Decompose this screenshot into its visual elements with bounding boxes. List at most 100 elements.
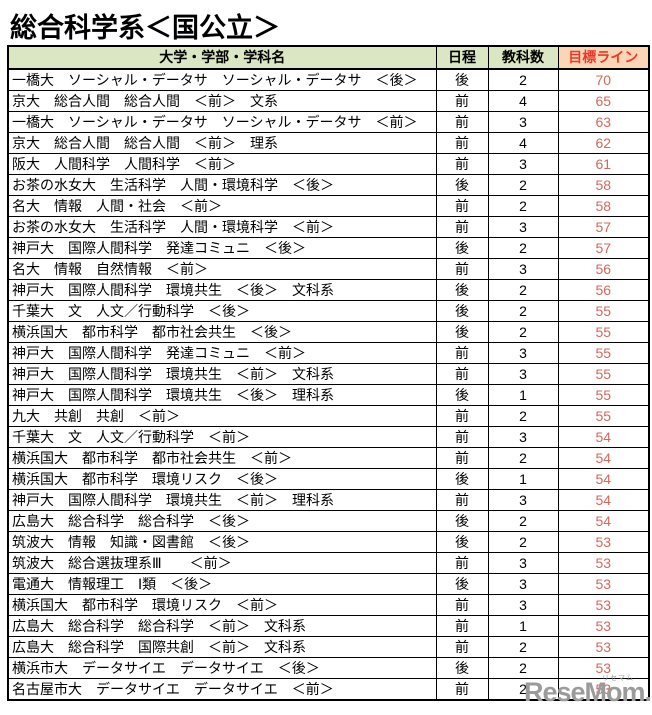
table-row: 京大 総合人間 総合人間 ＜前＞ 文系前 4 65 bbox=[7, 90, 650, 112]
row-subjects-cell: 4 bbox=[487, 132, 559, 154]
row-target-cell: 56 bbox=[557, 279, 650, 301]
row-university-cell: 神戸大 国際人間科学 環境共生 ＜後＞ 文科系 bbox=[7, 279, 437, 301]
row-subjects-cell: 3 bbox=[487, 363, 559, 385]
row-university-cell: 横浜市大 データサイエ データサイエ ＜後＞ bbox=[7, 657, 437, 679]
row-schedule-cell: 前 bbox=[435, 342, 489, 364]
table-row: 横浜国大 都市科学 都市社会共生 ＜前＞前 2 54 bbox=[7, 447, 650, 469]
resemom-logo: リセマム ReseMom. bbox=[524, 674, 652, 710]
row-university-cell: 一橋大 ソーシャル・データサ ソーシャル・データサ ＜後＞ bbox=[7, 68, 437, 91]
table-row: 千葉大 文 人文／行動科学 ＜前＞前 3 54 bbox=[7, 426, 650, 448]
row-schedule-cell: 前 bbox=[435, 552, 489, 574]
table-row: 神戸大 国際人間科学 環境共生 ＜後＞ 文科系後 2 56 bbox=[7, 279, 650, 301]
table-row: お茶の水女大 生活科学 人間・環境科学 ＜後＞後 2 58 bbox=[7, 174, 650, 196]
row-target-cell: 53 bbox=[557, 636, 650, 658]
row-subjects-cell: 3 bbox=[487, 342, 559, 364]
row-schedule-cell: 前 bbox=[435, 405, 489, 427]
column-header-target-line: 目標ライン bbox=[557, 45, 650, 70]
row-university-cell: 神戸大 国際人間科学 発達コミュニ ＜後＞ bbox=[7, 237, 437, 259]
row-subjects-cell: 3 bbox=[487, 216, 559, 238]
row-subjects-cell: 3 bbox=[487, 258, 559, 280]
row-target-cell: 53 bbox=[557, 573, 650, 595]
table-row: 横浜国大 都市科学 都市社会共生 ＜後＞後 2 55 bbox=[7, 321, 650, 343]
row-schedule-cell: 後 bbox=[435, 384, 489, 406]
row-university-cell: 阪大 人間科学 人間科学 ＜前＞ bbox=[7, 153, 437, 175]
table-row: 九大 共創 共創 ＜前＞前 2 55 bbox=[7, 405, 650, 427]
row-target-cell: 53 bbox=[557, 531, 650, 553]
table-row: 横浜国大 都市科学 環境リスク ＜後＞後 1 54 bbox=[7, 468, 650, 490]
row-subjects-cell: 1 bbox=[487, 384, 559, 406]
table-row: 横浜市大 データサイエ データサイエ ＜後＞後 2 53 bbox=[7, 657, 650, 679]
row-target-cell: 58 bbox=[557, 174, 650, 196]
row-university-cell: 電通大 情報理工 Ⅰ類 ＜後＞ bbox=[7, 573, 437, 595]
table-row: 筑波大 総合選抜理系Ⅲ ＜前＞前 3 53 bbox=[7, 552, 650, 574]
row-subjects-cell: 2 bbox=[487, 174, 559, 196]
row-target-cell: 54 bbox=[557, 489, 650, 511]
row-subjects-cell: 2 bbox=[487, 300, 559, 322]
row-schedule-cell: 前 bbox=[435, 615, 489, 637]
row-schedule-cell: 前 bbox=[435, 111, 489, 133]
row-schedule-cell: 後 bbox=[435, 237, 489, 259]
row-university-cell: 千葉大 文 人文／行動科学 ＜後＞ bbox=[7, 300, 437, 322]
table-row: 神戸大 国際人間科学 環境共生 ＜後＞ 理科系後 1 55 bbox=[7, 384, 650, 406]
row-university-cell: 広島大 総合科学 総合科学 ＜後＞ bbox=[7, 510, 437, 532]
row-schedule-cell: 前 bbox=[435, 363, 489, 385]
row-university-cell: 名古屋市大 データサイエ データサイエ ＜前＞ bbox=[7, 678, 437, 701]
row-target-cell: 56 bbox=[557, 258, 650, 280]
table-row: 広島大 総合科学 総合科学 ＜前＞ 文科系前 1 53 bbox=[7, 615, 650, 637]
row-schedule-cell: 前 bbox=[435, 447, 489, 469]
resemom-logo-dot: . bbox=[644, 677, 652, 707]
column-header-university: 大学・学部・学科名 bbox=[7, 45, 437, 70]
row-target-cell: 58 bbox=[557, 195, 650, 217]
page-title: 総合科学系＜国公立＞ bbox=[10, 13, 280, 43]
row-target-cell: 53 bbox=[557, 678, 650, 701]
table-row: 広島大 総合科学 国際共創 ＜前＞ 文科系前 2 53 bbox=[7, 636, 650, 658]
row-university-cell: 横浜国大 都市科学 都市社会共生 ＜前＞ bbox=[7, 447, 437, 469]
row-schedule-cell: 後 bbox=[435, 531, 489, 553]
row-schedule-cell: 前 bbox=[435, 90, 489, 112]
resemom-logo-text: ReseMom bbox=[524, 677, 646, 707]
row-subjects-cell: 3 bbox=[487, 552, 559, 574]
row-university-cell: 横浜国大 都市科学 環境リスク ＜後＞ bbox=[7, 468, 437, 490]
row-schedule-cell: 前 bbox=[435, 426, 489, 448]
row-target-cell: 55 bbox=[557, 342, 650, 364]
row-schedule-cell: 後 bbox=[435, 657, 489, 679]
university-ranking-table: 大学・学部・学科名 日程 教科数 目標ライン 一橋大 ソーシャル・データサ ソー… bbox=[7, 45, 650, 701]
row-university-cell: 神戸大 国際人間科学 環境共生 ＜前＞ 文科系 bbox=[7, 363, 437, 385]
row-university-cell: 神戸大 国際人間科学 環境共生 ＜後＞ 理科系 bbox=[7, 384, 437, 406]
row-university-cell: お茶の水女大 生活科学 人間・環境科学 ＜後＞ bbox=[7, 174, 437, 196]
row-schedule-cell: 後 bbox=[435, 300, 489, 322]
column-header-subjects: 教科数 bbox=[487, 45, 559, 70]
row-target-cell: 54 bbox=[557, 447, 650, 469]
table-row: 神戸大 国際人間科学 環境共生 ＜前＞ 文科系前 3 55 bbox=[7, 363, 650, 385]
table-row: 広島大 総合科学 総合科学 ＜後＞後 2 54 bbox=[7, 510, 650, 532]
row-schedule-cell: 後 bbox=[435, 468, 489, 490]
row-schedule-cell: 後 bbox=[435, 174, 489, 196]
table-row: 神戸大 国際人間科学 環境共生 ＜前＞ 理科系前 3 54 bbox=[7, 489, 650, 511]
row-schedule-cell: 前 bbox=[435, 153, 489, 175]
row-university-cell: 広島大 総合科学 国際共創 ＜前＞ 文科系 bbox=[7, 636, 437, 658]
row-university-cell: 筑波大 総合選抜理系Ⅲ ＜前＞ bbox=[7, 552, 437, 574]
row-subjects-cell: 3 bbox=[487, 489, 559, 511]
row-subjects-cell: 2 bbox=[487, 531, 559, 553]
table-row: 一橋大 ソーシャル・データサ ソーシャル・データサ ＜前＞前 3 63 bbox=[7, 111, 650, 133]
row-target-cell: 55 bbox=[557, 321, 650, 343]
row-schedule-cell: 前 bbox=[435, 678, 489, 701]
row-subjects-cell: 2 bbox=[487, 279, 559, 301]
table-row: 名大 情報 人間・社会 ＜前＞前 2 58 bbox=[7, 195, 650, 217]
row-target-cell: 53 bbox=[557, 657, 650, 679]
row-subjects-cell: 2 bbox=[487, 636, 559, 658]
table-row: 電通大 情報理工 Ⅰ類 ＜後＞後 3 53 bbox=[7, 573, 650, 595]
row-target-cell: 53 bbox=[557, 615, 650, 637]
row-subjects-cell: 3 bbox=[487, 573, 559, 595]
row-schedule-cell: 後 bbox=[435, 279, 489, 301]
row-university-cell: 名大 情報 自然情報 ＜前＞ bbox=[7, 258, 437, 280]
row-subjects-cell: 1 bbox=[487, 615, 559, 637]
row-university-cell: 神戸大 国際人間科学 発達コミュニ ＜前＞ bbox=[7, 342, 437, 364]
table-row: 神戸大 国際人間科学 発達コミュニ ＜前＞前 3 55 bbox=[7, 342, 650, 364]
row-target-cell: 65 bbox=[557, 90, 650, 112]
row-target-cell: 54 bbox=[557, 468, 650, 490]
row-target-cell: 55 bbox=[557, 363, 650, 385]
row-subjects-cell: 2 bbox=[487, 447, 559, 469]
row-schedule-cell: 後 bbox=[435, 573, 489, 595]
table-row: 名大 情報 自然情報 ＜前＞前 3 56 bbox=[7, 258, 650, 280]
